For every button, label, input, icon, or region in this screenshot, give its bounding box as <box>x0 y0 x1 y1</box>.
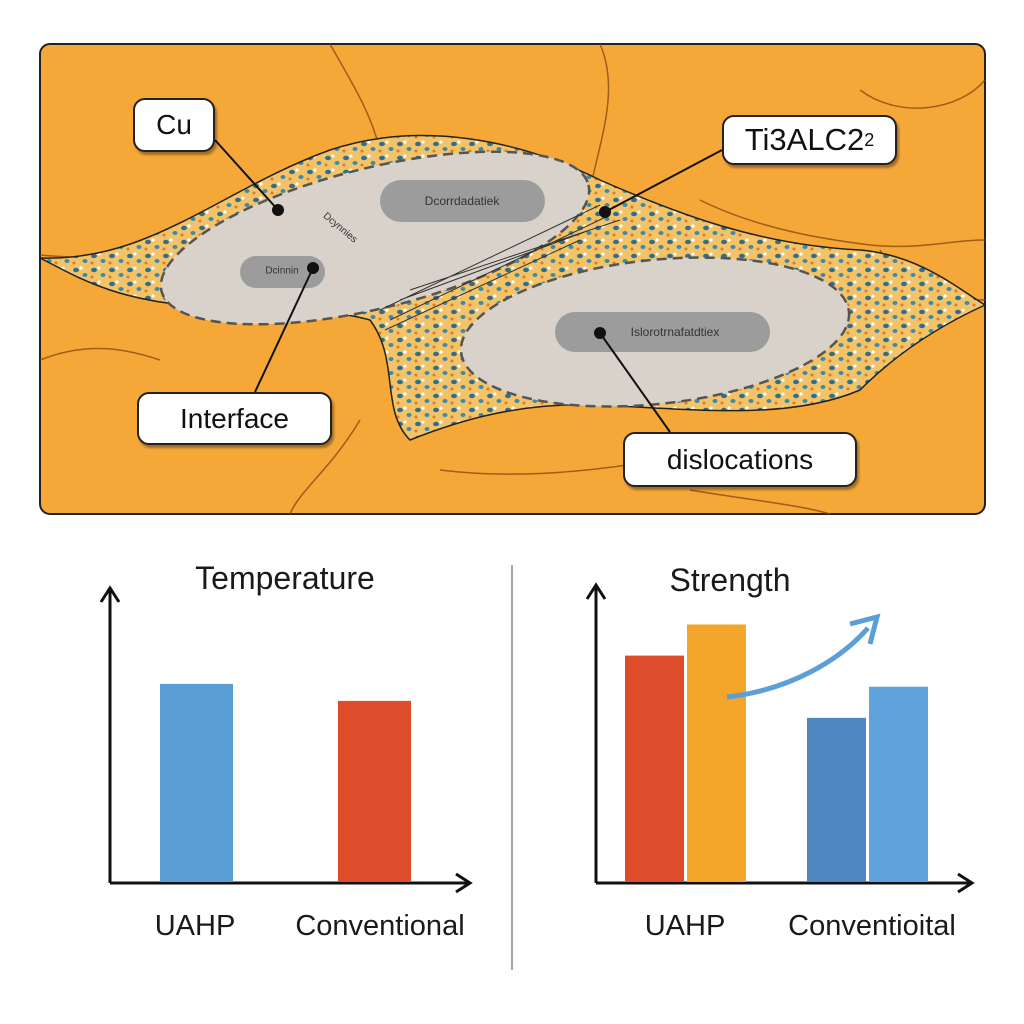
grain-core <box>380 180 545 222</box>
grain-core <box>240 256 325 288</box>
label-text: Ti3ALC2 <box>744 122 865 157</box>
axis-lines <box>594 585 972 885</box>
bar-conventioital-1 <box>869 686 928 882</box>
grain-text: Dcinnin <box>265 265 299 277</box>
y-axis-arrow-icon <box>99 585 121 603</box>
bar-conventional <box>338 700 411 882</box>
tick-label: Conventional <box>295 910 465 942</box>
label-ti3alc2: Ti3ALC2 2 <box>722 115 897 165</box>
tick-label: UAHP <box>644 910 726 942</box>
leader-lines <box>214 139 723 433</box>
label-interface: Interface <box>137 392 332 445</box>
bar-uahp-0 <box>625 655 684 882</box>
bar-uahp-1 <box>687 624 746 882</box>
trend-arrowhead-icon <box>849 613 881 645</box>
trend-arrow <box>726 626 870 700</box>
grain-text: Islorotrnafatdtiex <box>630 325 720 339</box>
bar-conventioital-0 <box>807 717 866 882</box>
tick-label: Conventioital <box>788 910 956 942</box>
tick-label: UAHP <box>154 910 236 942</box>
chart-title-temperature: Temperature <box>195 560 375 596</box>
y-axis-arrow-icon <box>585 582 607 600</box>
label-subscript: 2 <box>864 129 875 150</box>
charts <box>99 582 975 894</box>
chart-title-strength: Strength <box>669 562 791 598</box>
x-axis-arrow-icon <box>455 872 473 894</box>
dislocation-lines <box>379 204 621 331</box>
x-axis-arrow-icon <box>957 872 975 894</box>
label-cu: Cu <box>133 98 215 152</box>
grain-core <box>555 312 770 352</box>
grain-text: Dcorrdadatiek <box>424 194 500 208</box>
label-dislocations: dislocations <box>623 432 857 487</box>
bar-uahp <box>160 683 233 882</box>
axis-lines <box>108 588 470 885</box>
